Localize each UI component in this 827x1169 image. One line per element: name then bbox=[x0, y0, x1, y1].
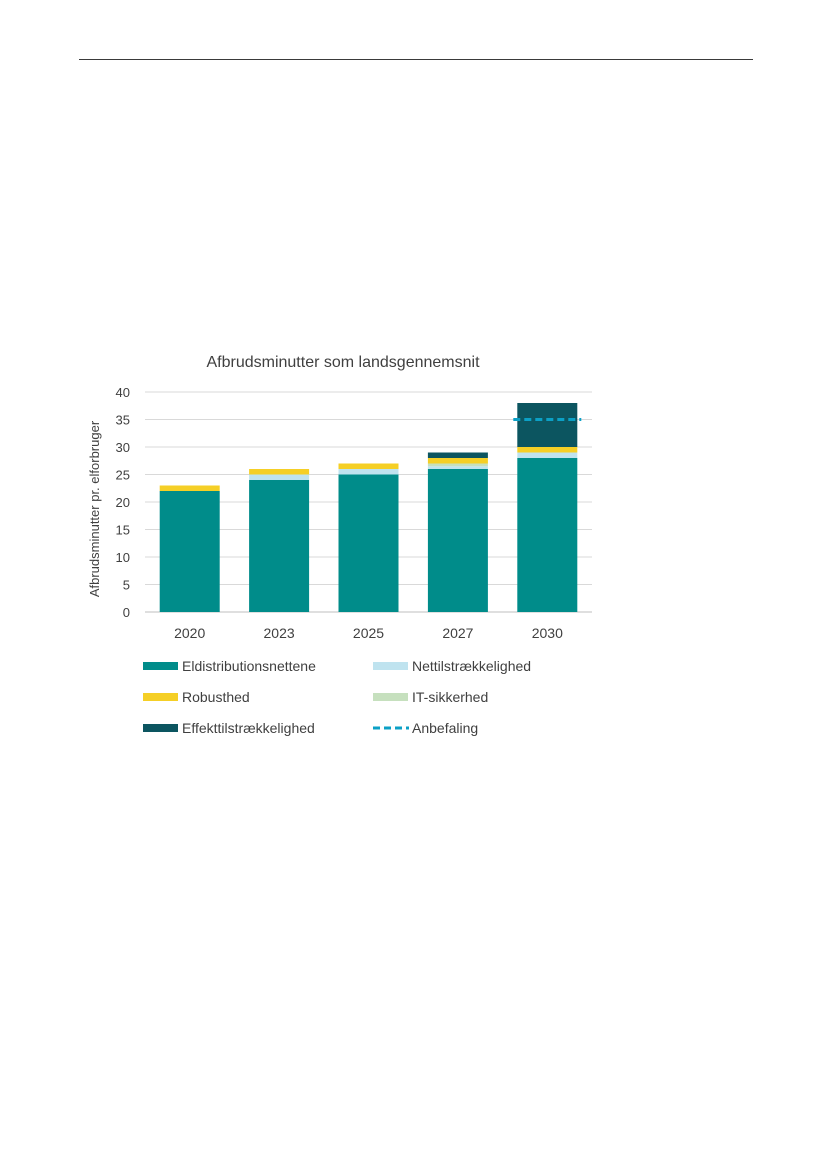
x-tick-label: 2027 bbox=[442, 625, 473, 641]
header-rule bbox=[79, 59, 753, 60]
y-tick-label: 35 bbox=[116, 413, 130, 428]
legend-label: Anbefaling bbox=[412, 720, 478, 736]
bar-segment bbox=[249, 474, 310, 480]
y-tick-label: 40 bbox=[116, 385, 130, 400]
bar-segment bbox=[517, 447, 578, 453]
legend-label: IT-sikkerhed bbox=[412, 689, 488, 705]
legend-label: Effekttilstrækkelighed bbox=[182, 720, 315, 736]
y-axis-label: Afbrudsminutter pr. elforbruger bbox=[87, 420, 102, 597]
legend-swatch bbox=[143, 662, 178, 670]
legend-label: Nettilstrækkelighed bbox=[412, 658, 531, 674]
bar-segment bbox=[338, 469, 399, 475]
bar-segment bbox=[338, 463, 399, 469]
bar-segment bbox=[338, 474, 399, 612]
x-tick-label: 2030 bbox=[532, 625, 563, 641]
y-tick-label: 15 bbox=[116, 523, 130, 538]
bar-segment bbox=[249, 469, 310, 475]
bar-segment bbox=[249, 480, 310, 612]
legend-label: Robusthed bbox=[182, 689, 250, 705]
bar-segment bbox=[159, 491, 220, 612]
y-tick-label: 30 bbox=[116, 440, 130, 455]
y-tick-labels: 0 5 10 15 20 25 30 35 40 bbox=[116, 385, 130, 620]
bar-segment bbox=[517, 452, 578, 458]
y-tick-label: 10 bbox=[116, 550, 130, 565]
legend: Eldistributionsnettene Nettilstrækkelighe… bbox=[143, 658, 531, 736]
x-tick-label: 2020 bbox=[174, 625, 205, 641]
legend-swatch bbox=[373, 662, 408, 670]
bar-segment bbox=[159, 485, 220, 491]
legend-swatch bbox=[373, 693, 408, 701]
y-tick-label: 20 bbox=[116, 495, 130, 510]
bar-segment bbox=[427, 469, 488, 612]
bar-segment bbox=[427, 452, 488, 458]
chart-title: Afbrudsminutter som landsgennemsnit bbox=[206, 354, 480, 371]
bar-segment bbox=[427, 458, 488, 464]
legend-label: Eldistributionsnettene bbox=[182, 658, 316, 674]
y-tick-label: 25 bbox=[116, 468, 130, 483]
bar-segment bbox=[517, 458, 578, 612]
x-tick-label: 2023 bbox=[264, 625, 295, 641]
bars bbox=[159, 403, 578, 612]
bar-segment bbox=[427, 463, 488, 467]
y-tick-label: 5 bbox=[123, 578, 130, 593]
x-tick-label: 2025 bbox=[353, 625, 384, 641]
x-tick-labels: 2020 2023 2025 2027 2030 bbox=[174, 625, 563, 641]
bar-segment bbox=[517, 403, 578, 447]
legend-swatch bbox=[143, 693, 178, 701]
bar-segment bbox=[427, 466, 488, 469]
legend-swatch bbox=[143, 724, 178, 732]
y-tick-label: 0 bbox=[123, 605, 130, 620]
